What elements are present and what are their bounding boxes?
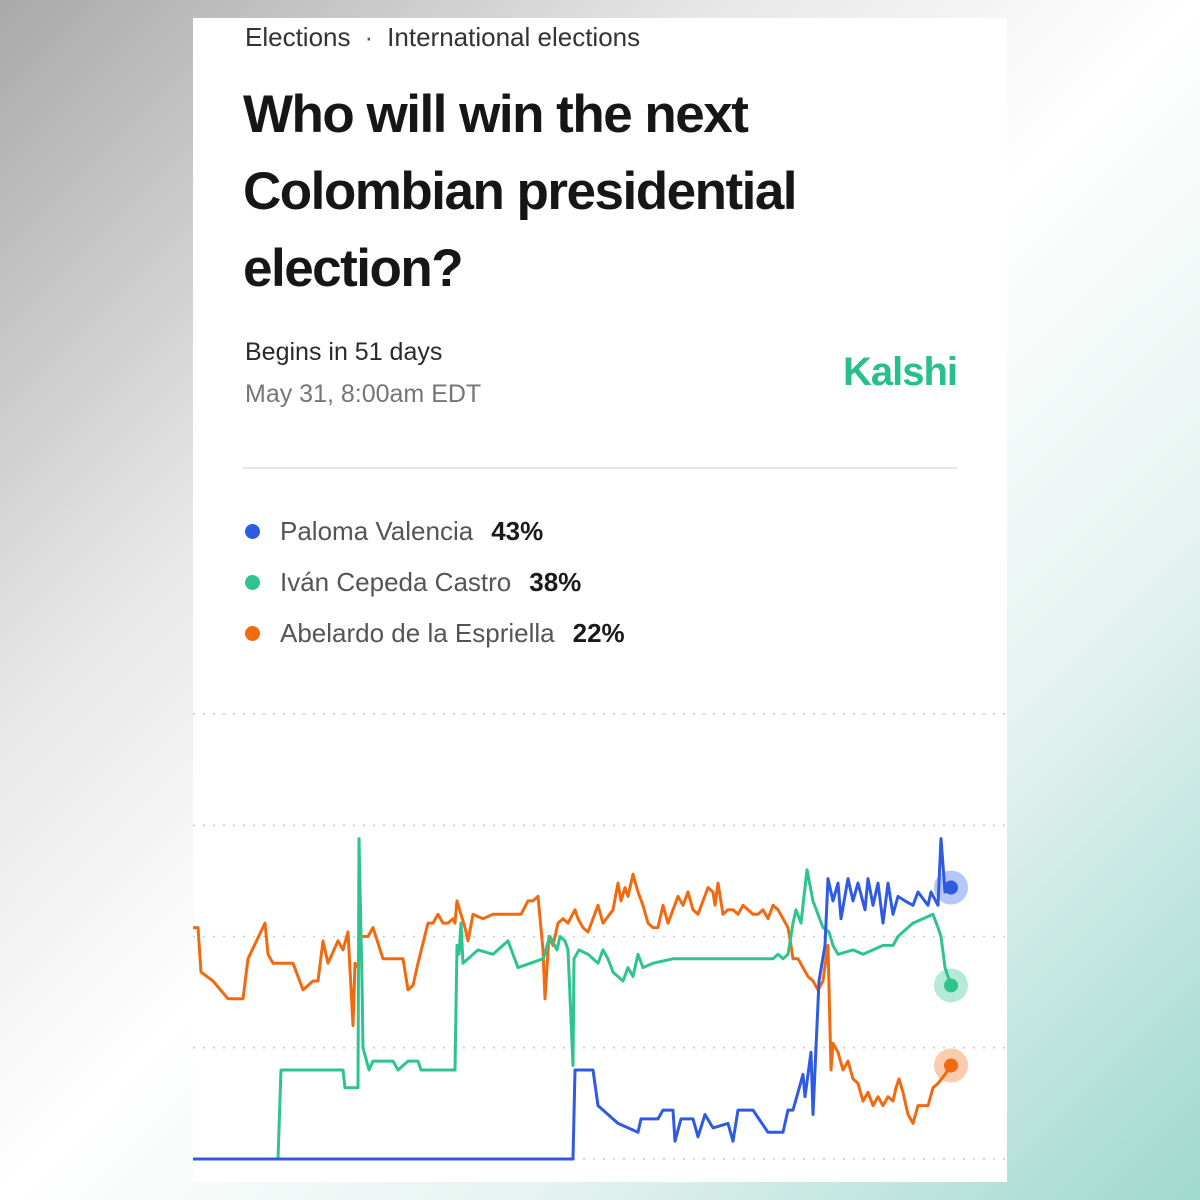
page-title: Who will win the next Colombian presiden… [243, 85, 798, 298]
legend-item-ivan-cepeda-castro[interactable]: Iván Cepeda Castro 38% [245, 557, 625, 608]
legend-dot-icon [245, 575, 260, 590]
series-line-1 [193, 837, 953, 1161]
breadcrumb: Elections · International elections [245, 22, 640, 53]
legend-dot-icon [245, 524, 260, 539]
legend-dot-icon [245, 626, 260, 641]
divider [243, 467, 957, 469]
begins-countdown: Begins in 51 days [245, 338, 443, 366]
series-endpoint-2 [944, 1058, 958, 1073]
legend-name: Abelardo de la Espriella [280, 618, 555, 648]
kalshi-logo[interactable]: Kalshi [842, 350, 958, 394]
legend-item-paloma-valencia[interactable]: Paloma Valencia 43% [245, 506, 625, 557]
legend-item-abelardo-de-la-espriella[interactable]: Abelardo de la Espriella 22% [245, 608, 625, 659]
legend-name: Iván Cepeda Castro [280, 567, 512, 597]
series-endpoint-1 [944, 978, 958, 993]
legend-name: Paloma Valencia [280, 516, 474, 546]
breadcrumb-separator: · [364, 22, 374, 52]
legend-percent: 22% [572, 618, 625, 648]
legend-percent: 38% [529, 567, 582, 597]
begins-date: May 31, 8:00am EDT [245, 380, 482, 408]
series-endpoint-0 [944, 880, 958, 895]
breadcrumb-elections-link[interactable]: Elections [245, 22, 351, 52]
series-line-2 [193, 872, 953, 1125]
market-card: Elections · International elections Who wi… [193, 18, 1007, 1182]
breadcrumb-international-link[interactable]: International elections [387, 22, 641, 52]
legend-percent: 43% [491, 516, 544, 546]
price-history-chart[interactable] [193, 678, 1007, 1182]
series-line-0 [193, 837, 952, 1161]
chart-legend: Paloma Valencia 43% Iván Cepeda Castro 3… [245, 506, 625, 659]
